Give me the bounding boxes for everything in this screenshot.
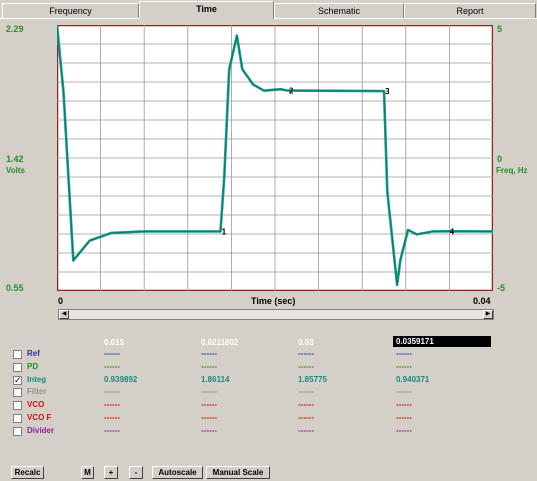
signal-label-pd: PD xyxy=(27,361,39,371)
tab-time[interactable]: Time xyxy=(139,1,274,19)
x-max-label: 0.04 xyxy=(473,296,491,306)
signal-label-vco-f: VCO F xyxy=(27,413,52,422)
marker-1-label[interactable]: 1 xyxy=(222,227,227,236)
signal-value: ------ xyxy=(104,400,120,410)
tab-report[interactable]: Report xyxy=(404,3,536,18)
marker-group: 1 2 3 4 xyxy=(222,87,455,237)
marker-2-label[interactable]: 2 xyxy=(289,87,294,96)
zoom-out-button[interactable]: - xyxy=(129,466,143,479)
x-axis-label: Time (sec) xyxy=(251,296,296,306)
tab-bar: Frequency Time Schematic Report xyxy=(0,0,537,20)
recalc-button[interactable]: Recalc xyxy=(11,466,44,479)
signal-value: ------ xyxy=(201,349,217,358)
signal-value: ------ xyxy=(104,349,120,358)
signal-value: ------ xyxy=(298,387,314,397)
marker-4-time-selected[interactable]: 0.0359171 xyxy=(393,336,491,347)
x-min-label: 0 xyxy=(58,296,64,306)
scroll-right-arrow-icon[interactable]: ▶ xyxy=(483,310,493,319)
y-left-max-label: 2.29 xyxy=(6,24,24,34)
signal-value: 0.940371 xyxy=(396,374,430,384)
signal-label-filter: Filter xyxy=(27,387,47,397)
signal-label-vco: VCO xyxy=(27,400,45,410)
signal-value: ------ xyxy=(396,361,412,371)
signal-label-ref: Ref xyxy=(27,349,40,358)
signal-value: ------ xyxy=(396,387,412,397)
time-scrollbar[interactable]: ◀ ▶ xyxy=(58,309,494,320)
signal-label-integ: Integ xyxy=(27,374,47,384)
y-left-unit: Volts xyxy=(6,166,25,175)
signal-value: ------ xyxy=(201,400,217,410)
signal-value: ------ xyxy=(298,425,314,435)
autoscale-button[interactable]: Autoscale xyxy=(152,466,203,479)
signal-value: ------ xyxy=(104,425,120,435)
signal-label-divider: Divider xyxy=(27,425,55,435)
scroll-left-arrow-icon[interactable]: ◀ xyxy=(59,310,69,319)
y-right-unit: Freq, Hz xyxy=(496,166,528,175)
tab-schematic[interactable]: Schematic xyxy=(274,3,404,18)
signal-value: ------ xyxy=(396,413,412,422)
y-right-max-label: 5 xyxy=(497,24,503,34)
marker-3-time: 0.03 xyxy=(298,338,314,347)
signal-value: ------ xyxy=(201,425,217,435)
manual-scale-button[interactable]: Manual Scale xyxy=(206,466,270,479)
signal-value: ------ xyxy=(298,413,314,422)
marker-2-time: 0.0211802 xyxy=(201,338,239,347)
checkbox-vco[interactable] xyxy=(13,401,22,411)
checkbox-pd[interactable] xyxy=(13,362,22,372)
checkbox-integ[interactable]: ✓ xyxy=(13,374,22,385)
signal-value: 1.86114 xyxy=(201,374,230,384)
checkbox-divider[interactable] xyxy=(13,426,22,436)
signal-value: ------ xyxy=(298,400,314,410)
checkbox-filter[interactable] xyxy=(13,388,22,398)
signal-value: 0.939892 xyxy=(104,374,138,384)
signal-value: ------ xyxy=(396,400,412,410)
trace-integ xyxy=(57,25,493,287)
signal-value: ------ xyxy=(104,387,120,397)
y-right-mid-label: 0 xyxy=(497,154,503,164)
marker-4-label[interactable]: 4 xyxy=(449,227,454,236)
signal-value: 1.85775 xyxy=(298,374,327,384)
signal-value: ------ xyxy=(201,361,217,371)
signal-value: ------ xyxy=(201,387,217,397)
time-plot[interactable]: 1 2 3 4 xyxy=(57,25,493,291)
signal-value: ------ xyxy=(104,361,120,371)
checkbox-vco-f[interactable] xyxy=(13,414,22,423)
signal-value: ------ xyxy=(104,413,120,422)
tab-frequency[interactable]: Frequency xyxy=(2,3,139,18)
marker-3-label[interactable]: 3 xyxy=(385,87,390,96)
signal-value: ------ xyxy=(298,349,314,358)
y-right-min-label: -5 xyxy=(497,283,506,293)
integ-trace-core xyxy=(57,25,493,285)
signal-value: ------ xyxy=(201,413,217,422)
signal-value: ------ xyxy=(396,349,412,358)
y-left-min-label: 0.55 xyxy=(6,283,24,293)
signal-value: ------ xyxy=(298,361,314,371)
marker-1-time: 0.015 xyxy=(104,338,125,347)
marker-m-button[interactable]: M xyxy=(81,466,94,479)
zoom-in-button[interactable]: + xyxy=(104,466,118,479)
signal-value: ------ xyxy=(396,425,412,435)
checkbox-ref[interactable] xyxy=(13,350,22,359)
y-left-mid-label: 1.42 xyxy=(6,154,24,164)
